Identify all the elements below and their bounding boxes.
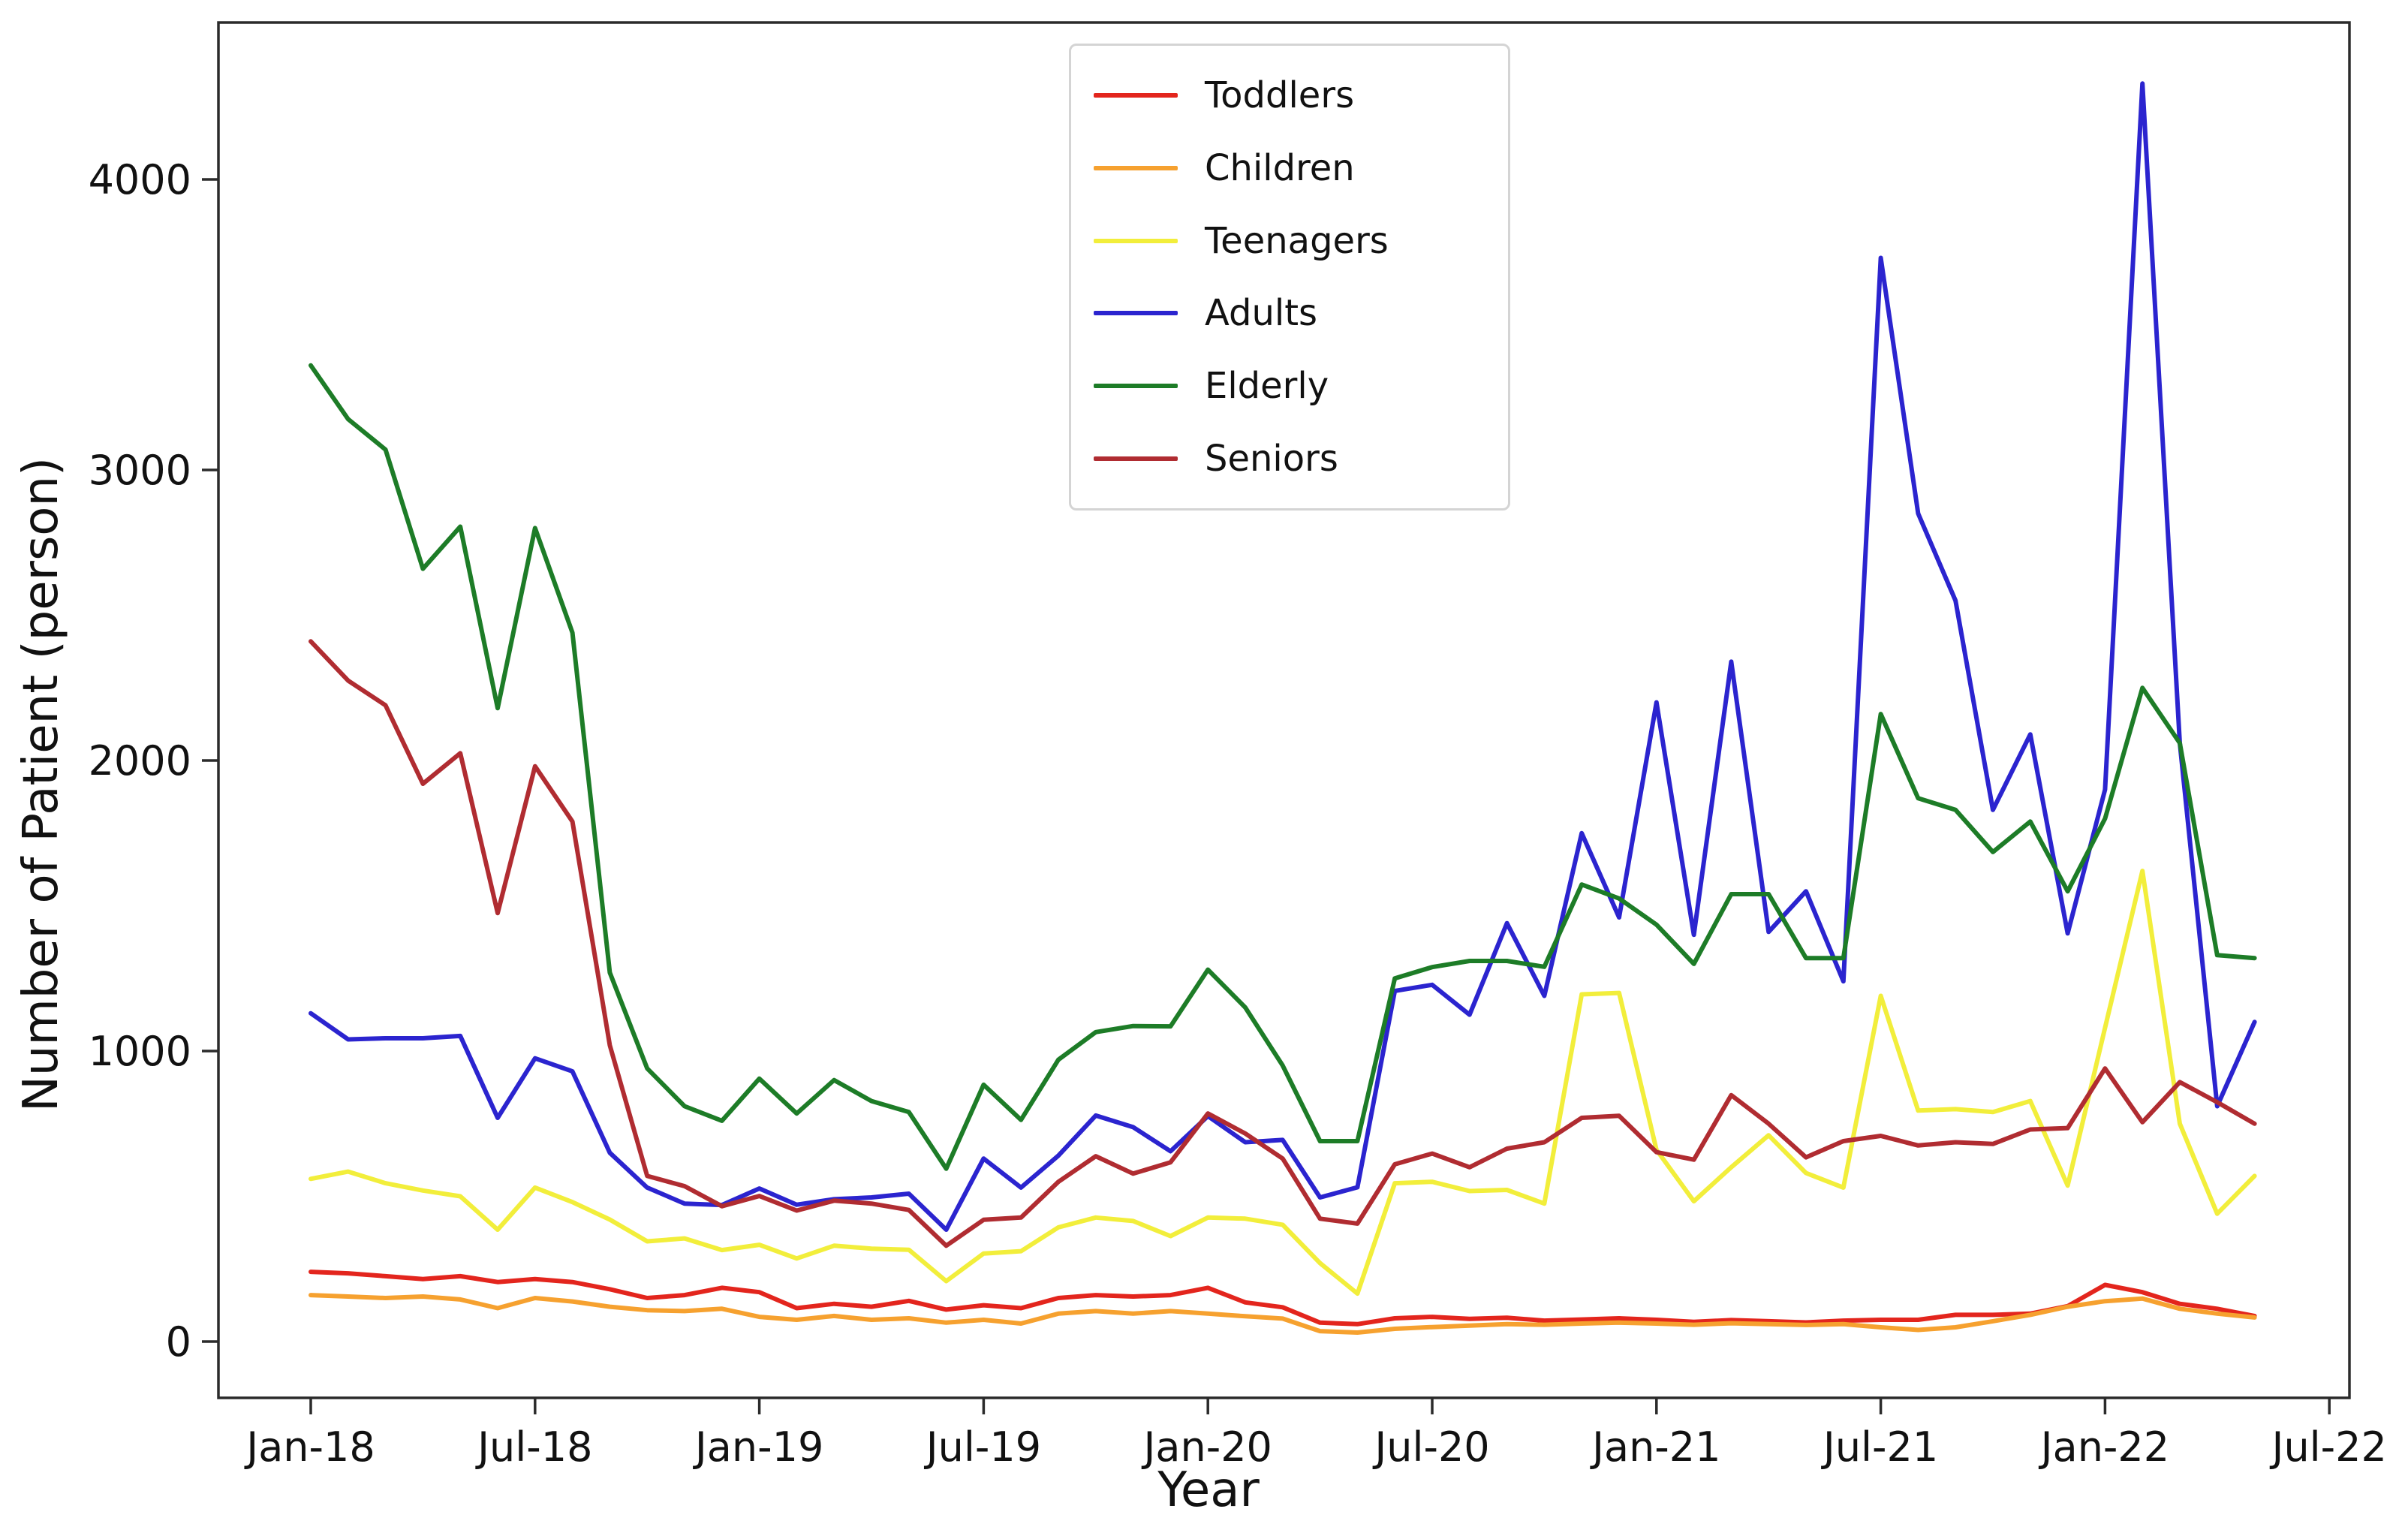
x-tick-label: Jan-21 <box>1590 1423 1720 1471</box>
series-line-toddlers <box>309 1269 2257 1327</box>
x-tick-label: Jan-20 <box>1141 1423 1272 1471</box>
plot-border <box>217 21 2351 1399</box>
x-tick-label: Jul-22 <box>2270 1423 2387 1471</box>
legend-item-elderly: Elderly <box>1094 362 1485 410</box>
legend-label: Toddlers <box>1205 74 1355 116</box>
seniors-line-swatch <box>1094 456 1178 461</box>
adults-line-swatch <box>1094 311 1178 316</box>
y-tick-label: 2000 <box>89 737 191 785</box>
legend-item-children: Children <box>1094 144 1485 192</box>
y-tick-label: 3000 <box>89 447 191 494</box>
x-axis-title: Year <box>1157 1462 1260 1518</box>
series-line-teenagers <box>309 869 2257 1297</box>
x-tick-label: Jul-19 <box>924 1423 1041 1471</box>
legend-label: Children <box>1205 146 1355 189</box>
legend-label: Elderly <box>1205 365 1329 408</box>
y-tick-label: 4000 <box>89 156 191 203</box>
children-line-swatch <box>1094 165 1178 170</box>
legend-label: Seniors <box>1205 437 1338 480</box>
x-tick-label: Jul-20 <box>1372 1423 1489 1471</box>
toddlers-line-swatch <box>1094 93 1178 98</box>
x-tick-label: Jul-21 <box>1821 1423 1938 1471</box>
y-tick-label: 0 <box>166 1318 191 1366</box>
series-line-children <box>309 1293 2257 1335</box>
y-tick-label: 1000 <box>89 1028 191 1075</box>
legend: Toddlers Children Teenagers Adults Elder… <box>1069 44 1510 511</box>
legend-item-seniors: Seniors <box>1094 435 1485 483</box>
x-tick-label: Jan-22 <box>2039 1423 2169 1471</box>
x-tick-label: Jan-18 <box>244 1423 375 1471</box>
elderly-line-swatch <box>1094 384 1178 389</box>
legend-item-adults: Adults <box>1094 289 1485 337</box>
series-line-seniors <box>309 639 2257 1248</box>
x-tick-label: Jul-18 <box>475 1423 592 1471</box>
y-axis-title: Number of Patient (person) <box>14 457 69 1112</box>
legend-label: Adults <box>1205 292 1318 335</box>
series-line-elderly <box>309 363 2257 1171</box>
teenagers-line-swatch <box>1094 238 1178 243</box>
legend-label: Teenagers <box>1205 219 1389 262</box>
series-line-adults <box>309 81 2257 1232</box>
x-tick-label: Jan-19 <box>693 1423 823 1471</box>
legend-item-teenagers: Teenagers <box>1094 217 1485 265</box>
legend-item-toddlers: Toddlers <box>1094 71 1485 119</box>
